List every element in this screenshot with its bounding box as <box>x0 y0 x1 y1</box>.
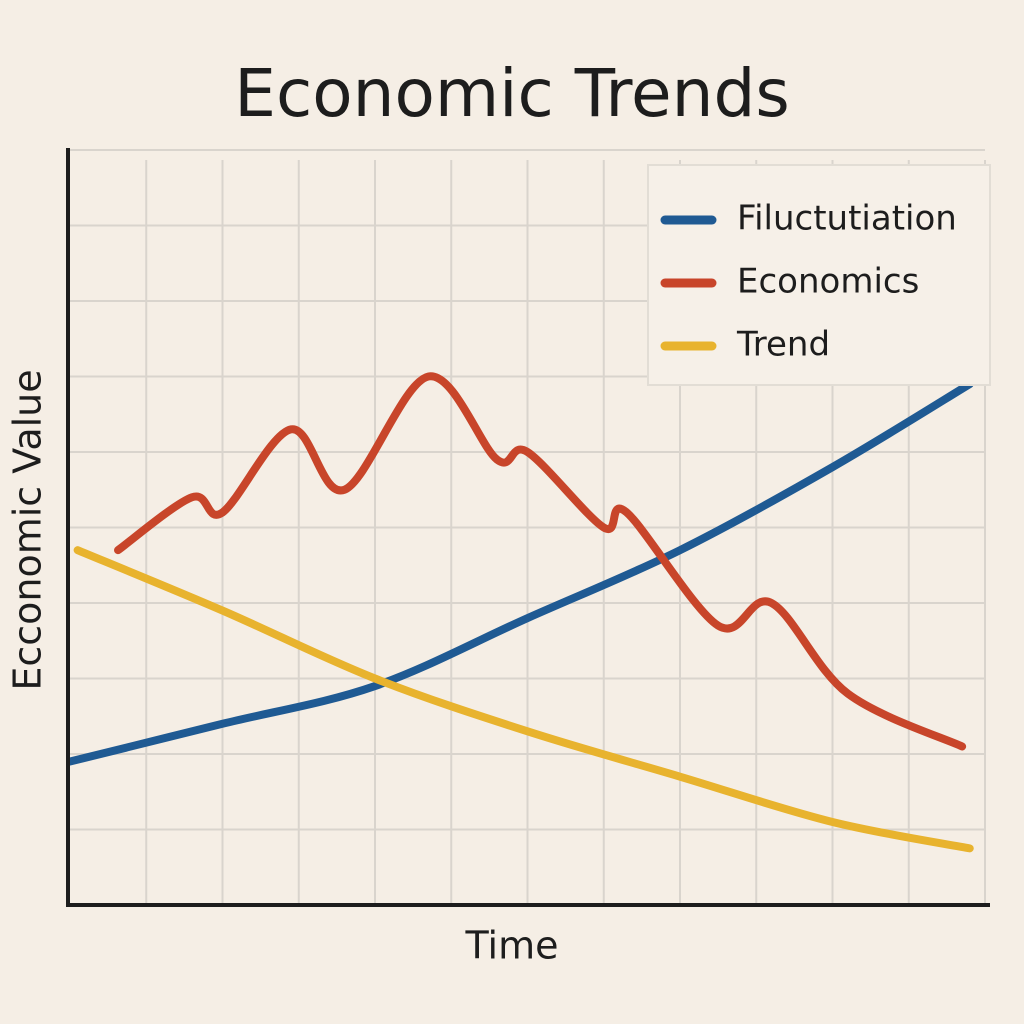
line-series <box>114 372 967 751</box>
plot-lines <box>66 372 974 853</box>
x-axis-label: Time <box>465 924 559 968</box>
legend-label: Filuctutiation <box>737 199 957 239</box>
chart-title: Economic Trends <box>234 55 790 132</box>
legend-label: Economics <box>737 262 919 302</box>
line-series <box>73 546 974 853</box>
line-series <box>66 380 974 766</box>
legend: Filuctutiation Economics Trend <box>647 164 991 386</box>
legend-label: Trend <box>736 325 830 365</box>
y-axis-label: Ecconomic Value <box>6 369 50 690</box>
